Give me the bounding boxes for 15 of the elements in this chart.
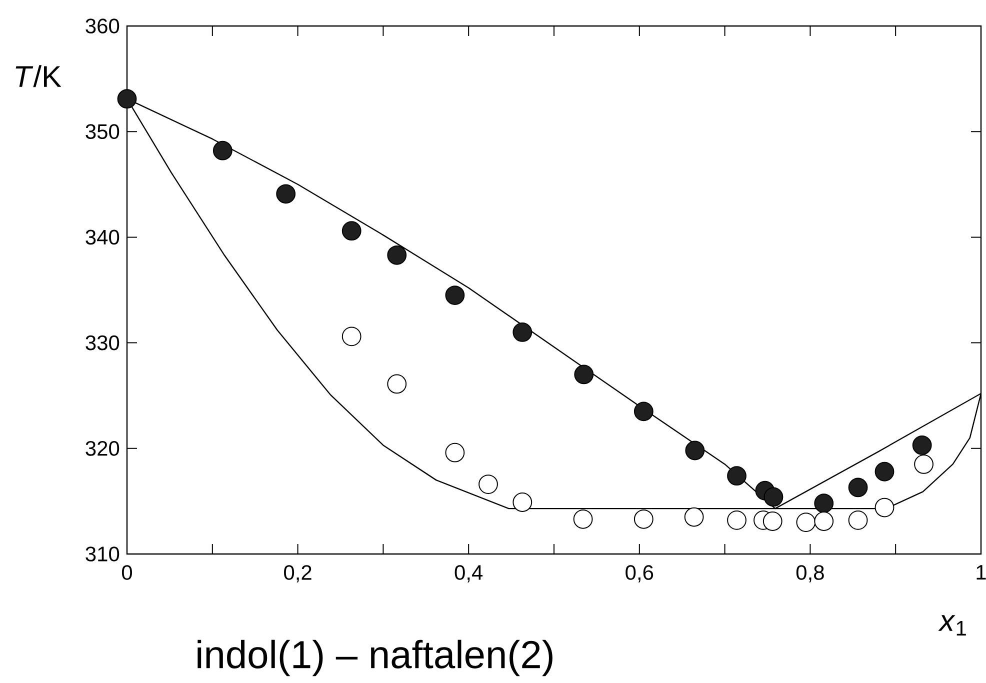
x-tick-label: 0,2 <box>284 565 312 582</box>
y-tick-label: 340 <box>86 230 120 245</box>
x-tick-label: 1 <box>976 565 986 580</box>
y-tick-label: 310 <box>86 546 120 562</box>
y-tick-label: 360 <box>86 18 120 34</box>
x-tick-label: 0 <box>122 565 132 580</box>
y-axis-title: T/K <box>16 65 62 88</box>
y-tick-label: 350 <box>86 124 120 140</box>
x-tick-label: 0,8 <box>796 565 824 582</box>
y-tick-label: 320 <box>86 440 120 456</box>
x-axis-title: x$_{1}$ <box>938 615 966 636</box>
text: indol(1) – naftalen(2) <box>198 640 552 676</box>
x-tick-label: 0,6 <box>626 565 654 582</box>
y-tick-label: 330 <box>86 335 120 350</box>
x-tick-label: 0,4 <box>454 565 483 582</box>
